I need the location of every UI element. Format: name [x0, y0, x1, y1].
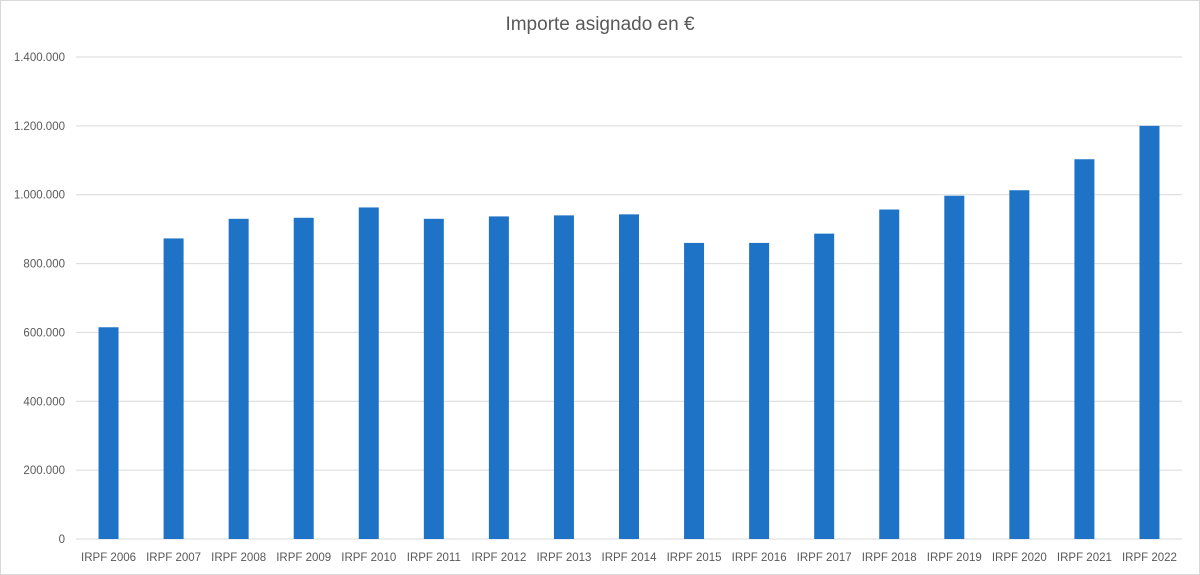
x-axis-ticks: IRPF 2006 IRPF 2007 IRPF 2008 IRPF 2009 IRPF… — [81, 552, 1177, 564]
x-tick-label: IRPF 2016 — [732, 552, 787, 564]
y-tick-label: 1.000.000 — [14, 190, 65, 202]
x-tick-label: IRPF 2018 — [862, 552, 917, 564]
bars — [98, 125, 1160, 540]
x-tick-label: IRPF 2019 — [927, 552, 982, 564]
x-tick-label: IRPF 2022 — [1122, 552, 1177, 564]
y-axis-ticks: 0 200.000 400.000 600.000 800.000 1.000.000 1.… — [14, 52, 65, 546]
x-tick-label: IRPF 2020 — [992, 552, 1047, 564]
bar — [814, 233, 835, 539]
bar — [98, 327, 119, 539]
bar — [293, 217, 314, 539]
x-tick-label: IRPF 2010 — [341, 552, 396, 564]
bar — [163, 238, 184, 539]
bar — [488, 216, 509, 539]
bar — [749, 242, 770, 539]
y-tick-label: 400.000 — [23, 396, 65, 408]
bar — [1074, 159, 1095, 539]
bar — [423, 218, 444, 540]
chart-title: Importe asignado en € — [505, 14, 695, 35]
bar — [553, 215, 574, 539]
x-tick-label: IRPF 2017 — [797, 552, 852, 564]
x-tick-label: IRPF 2006 — [81, 552, 136, 564]
bar — [1009, 190, 1030, 539]
y-tick-label: 800.000 — [23, 259, 65, 271]
bar — [684, 242, 705, 539]
bar — [879, 209, 900, 540]
x-tick-label: IRPF 2008 — [211, 552, 266, 564]
x-tick-label: IRPF 2015 — [667, 552, 722, 564]
x-tick-label: IRPF 2007 — [146, 552, 201, 564]
bar — [944, 195, 965, 540]
bar — [358, 207, 379, 539]
y-tick-label: 0 — [59, 534, 65, 546]
y-tick-label: 600.000 — [23, 327, 65, 339]
x-tick-label: IRPF 2009 — [276, 552, 331, 564]
x-tick-label: IRPF 2021 — [1057, 552, 1112, 564]
x-tick-label: IRPF 2013 — [536, 552, 591, 564]
x-tick-label: IRPF 2012 — [471, 552, 526, 564]
bar — [1139, 125, 1160, 539]
bar — [228, 218, 249, 540]
x-tick-label: IRPF 2014 — [602, 552, 658, 564]
y-tick-label: 1.200.000 — [14, 121, 65, 133]
bar — [619, 214, 639, 540]
x-tick-label: IRPF 2011 — [407, 552, 461, 564]
y-tick-label: 200.000 — [23, 465, 65, 477]
y-tick-label: 1.400.000 — [14, 52, 65, 64]
